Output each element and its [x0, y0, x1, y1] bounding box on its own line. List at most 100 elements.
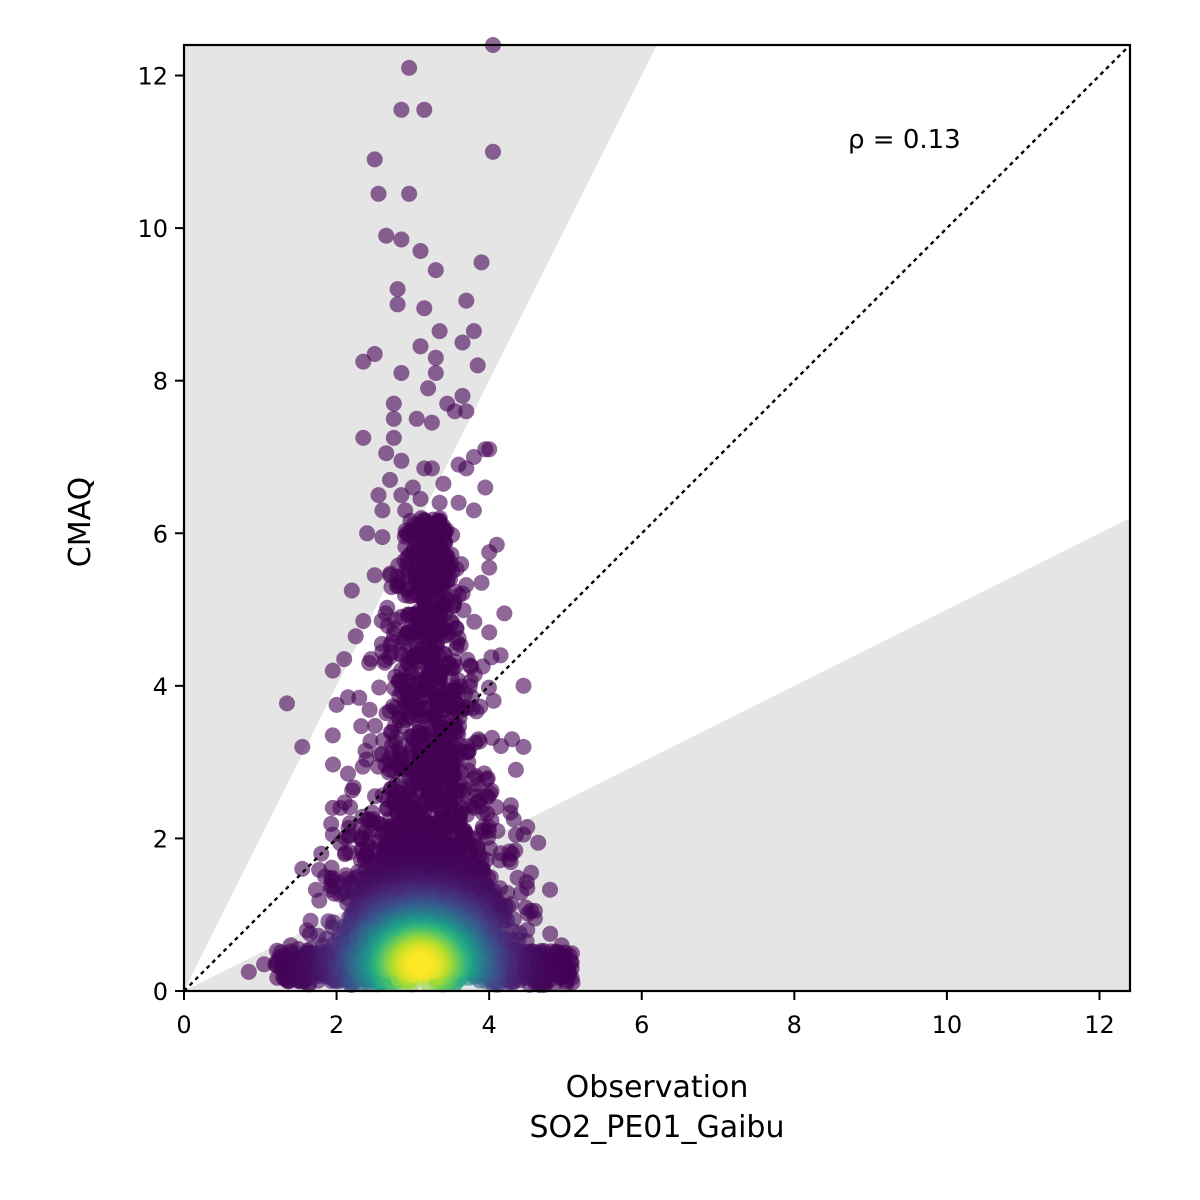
- data-point: [371, 679, 388, 696]
- data-point: [468, 703, 485, 720]
- x-axis-label: Observation: [566, 1070, 749, 1105]
- data-point: [473, 254, 490, 271]
- data-point: [378, 705, 395, 722]
- data-point: [340, 765, 356, 782]
- data-point: [481, 544, 498, 561]
- data-point: [361, 701, 378, 718]
- data-point: [355, 613, 372, 629]
- data-point: [294, 738, 311, 755]
- x-axis-sublabel: SO2_PE01_Gaibu: [530, 1110, 785, 1145]
- data-point: [465, 449, 482, 465]
- data-point: [374, 502, 391, 519]
- data-point: [366, 567, 383, 584]
- data-point: [328, 696, 345, 713]
- data-point: [324, 727, 341, 744]
- data-point: [240, 963, 257, 980]
- data-point: [393, 101, 410, 118]
- x-tick-label: 4: [482, 1011, 497, 1039]
- data-point: [279, 695, 295, 712]
- data-point: [355, 429, 372, 446]
- data-point: [401, 59, 418, 76]
- data-point: [401, 185, 418, 202]
- data-point: [454, 334, 471, 351]
- data-point: [393, 365, 410, 381]
- data-point: [491, 852, 508, 869]
- data-point: [311, 892, 328, 909]
- data-point: [385, 429, 402, 446]
- data-point: [513, 884, 529, 901]
- data-point: [376, 654, 393, 671]
- data-point: [394, 634, 411, 651]
- y-axis-label: CMAQ: [63, 477, 98, 567]
- data-point: [458, 460, 475, 477]
- data-point: [344, 782, 361, 799]
- x-tick-label: 12: [1084, 1011, 1115, 1039]
- x-tick-label: 8: [787, 1011, 802, 1039]
- data-point: [354, 758, 371, 775]
- data-point: [435, 475, 452, 492]
- y-tick-label: 8: [153, 368, 168, 396]
- data-point: [493, 738, 509, 754]
- data-point: [393, 231, 410, 248]
- data-point: [324, 662, 341, 679]
- data-point: [380, 764, 397, 781]
- y-tick-label: 0: [153, 978, 168, 1006]
- data-point: [473, 574, 490, 591]
- y-tick-label: 2: [153, 825, 168, 853]
- x-tick-label: 6: [634, 1011, 649, 1039]
- data-point: [374, 529, 391, 546]
- data-point: [465, 323, 482, 340]
- data-point: [336, 651, 353, 668]
- data-point: [542, 925, 559, 942]
- y-tick-label: 4: [153, 673, 168, 701]
- data-point: [383, 579, 400, 596]
- data-point: [431, 323, 448, 340]
- y-axis: 0 2 4 6 8 10 12: [137, 63, 184, 1006]
- x-tick-label: 2: [329, 1011, 344, 1039]
- data-point: [378, 445, 395, 462]
- data-point: [427, 365, 444, 381]
- data-point: [343, 582, 360, 599]
- data-point: [507, 761, 524, 778]
- data-point: [389, 296, 406, 313]
- data-point: [351, 689, 368, 706]
- data-point: [458, 292, 475, 309]
- data-point: [416, 300, 433, 317]
- y-tick-label: 6: [153, 520, 168, 548]
- data-point: [508, 826, 524, 843]
- data-point: [353, 718, 370, 735]
- x-tick-label: 0: [176, 1011, 191, 1039]
- data-point: [367, 717, 384, 734]
- data-point: [370, 185, 387, 202]
- data-point: [477, 479, 494, 496]
- data-point: [465, 502, 482, 519]
- data-point: [469, 357, 486, 374]
- data-point: [423, 414, 440, 431]
- x-axis: 0 2 4 6 8 10 12: [176, 991, 1115, 1039]
- data-point: [294, 860, 311, 877]
- data-point: [481, 624, 498, 641]
- data-point: [431, 494, 448, 511]
- correlation-annotation: ρ = 0.13: [848, 125, 961, 155]
- data-point: [412, 243, 429, 259]
- data-point: [361, 655, 378, 671]
- data-point: [393, 487, 410, 504]
- data-point: [382, 471, 398, 488]
- data-point: [347, 628, 364, 645]
- data-point: [366, 151, 383, 168]
- data-point: [340, 689, 356, 706]
- data-point: [342, 799, 359, 816]
- data-point: [485, 143, 501, 160]
- data-point: [408, 410, 425, 427]
- data-point: [481, 559, 498, 576]
- data-point: [389, 281, 406, 298]
- data-point: [446, 403, 463, 420]
- data-point: [325, 756, 341, 773]
- data-point: [530, 834, 547, 851]
- data-point: [416, 101, 433, 118]
- plot-area: [182, 37, 1132, 993]
- data-point: [509, 869, 526, 886]
- data-point: [485, 692, 502, 709]
- y-tick-label: 10: [137, 215, 168, 243]
